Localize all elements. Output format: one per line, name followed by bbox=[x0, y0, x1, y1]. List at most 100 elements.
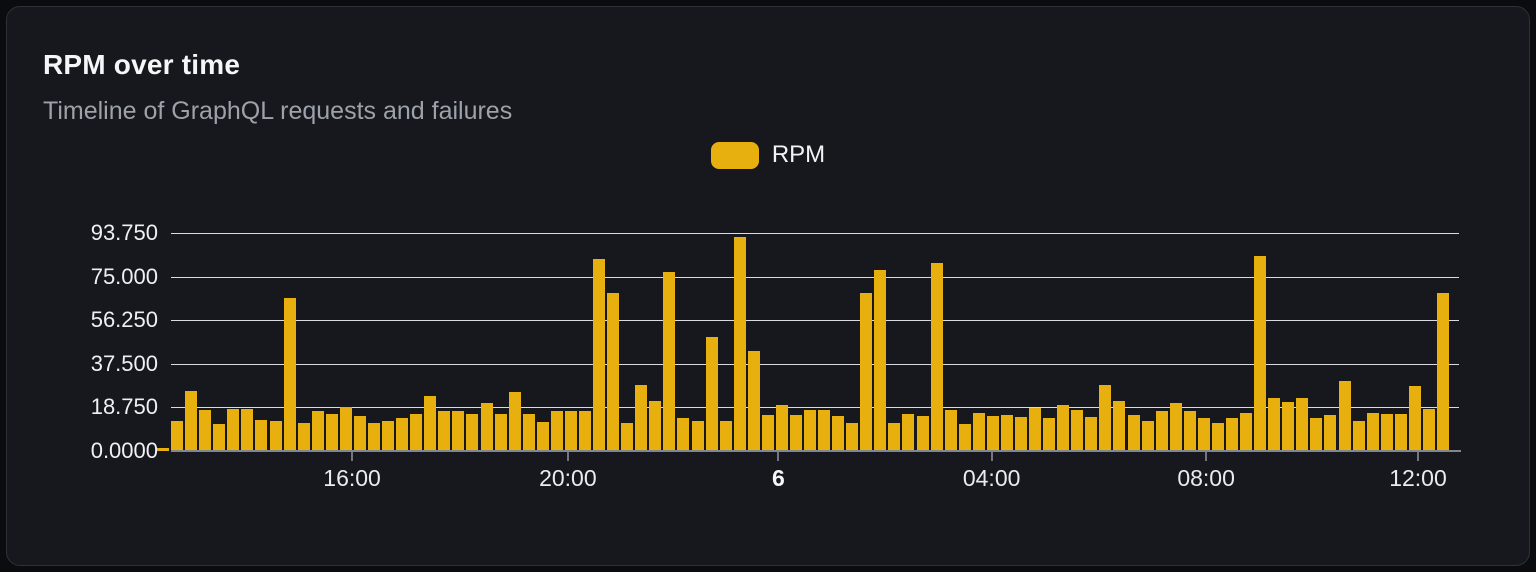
bar[interactable] bbox=[255, 419, 268, 451]
bar[interactable] bbox=[1057, 404, 1070, 451]
bar[interactable] bbox=[761, 414, 774, 451]
bar[interactable] bbox=[1099, 384, 1112, 451]
bar[interactable] bbox=[494, 413, 507, 451]
bar[interactable] bbox=[438, 411, 451, 451]
gridline bbox=[171, 233, 1459, 234]
bar[interactable] bbox=[466, 413, 479, 451]
bar[interactable] bbox=[747, 351, 760, 451]
bar[interactable] bbox=[550, 411, 563, 451]
bar[interactable] bbox=[1169, 403, 1182, 451]
bar[interactable] bbox=[916, 416, 929, 451]
bar[interactable] bbox=[157, 447, 169, 451]
bar[interactable] bbox=[1015, 417, 1028, 451]
bar[interactable] bbox=[649, 401, 662, 451]
bar[interactable] bbox=[213, 424, 226, 451]
bar[interactable] bbox=[367, 423, 380, 451]
bar[interactable] bbox=[1029, 407, 1042, 451]
bar[interactable] bbox=[1268, 397, 1281, 451]
bar[interactable] bbox=[621, 423, 634, 451]
bar[interactable] bbox=[227, 409, 240, 451]
bar[interactable] bbox=[930, 262, 943, 451]
bar[interactable] bbox=[789, 414, 802, 451]
bar[interactable] bbox=[1282, 402, 1295, 451]
bar[interactable] bbox=[480, 403, 493, 451]
bar[interactable] bbox=[1000, 414, 1013, 451]
bar[interactable] bbox=[325, 413, 338, 451]
bar[interactable] bbox=[1422, 409, 1435, 451]
bar[interactable] bbox=[311, 411, 324, 451]
x-axis-ticks: 16:00 20:00 6 04:00 08:00 12:00 bbox=[157, 452, 1449, 512]
bar[interactable] bbox=[1141, 420, 1154, 451]
legend-label-rpm[interactable]: RPM bbox=[771, 141, 826, 168]
bar[interactable] bbox=[888, 423, 901, 451]
bar[interactable] bbox=[1226, 418, 1238, 451]
bar[interactable] bbox=[171, 420, 184, 451]
bar[interactable] bbox=[804, 410, 817, 451]
bar[interactable] bbox=[1296, 397, 1309, 451]
bar[interactable] bbox=[944, 410, 957, 451]
bar[interactable] bbox=[1085, 417, 1098, 451]
bar[interactable] bbox=[1127, 414, 1140, 451]
bar[interactable] bbox=[1366, 412, 1379, 451]
legend-swatch-icon[interactable] bbox=[710, 141, 759, 169]
bar[interactable] bbox=[241, 409, 254, 451]
bar[interactable] bbox=[733, 237, 746, 451]
bar[interactable] bbox=[1240, 412, 1253, 451]
bar[interactable] bbox=[972, 412, 985, 451]
plot-area bbox=[171, 233, 1459, 451]
bar[interactable] bbox=[1310, 418, 1323, 451]
bar[interactable] bbox=[677, 418, 690, 451]
bar[interactable] bbox=[902, 413, 915, 451]
bar[interactable] bbox=[635, 384, 648, 451]
bar[interactable] bbox=[1408, 385, 1421, 451]
bar[interactable] bbox=[522, 413, 535, 451]
bar[interactable] bbox=[1437, 292, 1449, 451]
bar[interactable] bbox=[353, 416, 366, 451]
bar[interactable] bbox=[452, 411, 465, 451]
bar[interactable] bbox=[564, 411, 577, 451]
bar[interactable] bbox=[410, 413, 423, 451]
bar[interactable] bbox=[818, 410, 831, 451]
bar[interactable] bbox=[536, 421, 549, 451]
bar[interactable] bbox=[1338, 381, 1351, 451]
bar[interactable] bbox=[1324, 414, 1337, 451]
y-axis-label: 93.750 bbox=[90, 220, 158, 245]
bar[interactable] bbox=[691, 420, 704, 451]
bar[interactable] bbox=[578, 411, 591, 451]
bar[interactable] bbox=[663, 271, 676, 451]
bar[interactable] bbox=[593, 259, 606, 451]
bar[interactable] bbox=[874, 269, 887, 451]
bar[interactable] bbox=[1155, 411, 1168, 451]
bar[interactable] bbox=[339, 406, 352, 451]
bar[interactable] bbox=[1394, 413, 1407, 451]
x-axis-label: 20:00 bbox=[539, 465, 597, 491]
bar[interactable] bbox=[199, 410, 212, 451]
bar[interactable] bbox=[382, 420, 395, 451]
bar[interactable] bbox=[1380, 413, 1393, 451]
bar[interactable] bbox=[860, 292, 873, 451]
chart-title: RPM over time bbox=[43, 49, 241, 80]
bar[interactable] bbox=[1183, 411, 1196, 451]
bar[interactable] bbox=[1254, 255, 1267, 451]
bar[interactable] bbox=[297, 423, 310, 451]
bar[interactable] bbox=[1197, 418, 1210, 451]
bar[interactable] bbox=[1113, 401, 1126, 451]
bar[interactable] bbox=[846, 423, 859, 451]
bar[interactable] bbox=[607, 292, 620, 451]
bar[interactable] bbox=[775, 404, 788, 451]
bar[interactable] bbox=[1071, 410, 1084, 451]
bar[interactable] bbox=[705, 337, 718, 451]
bar[interactable] bbox=[958, 424, 971, 451]
bar[interactable] bbox=[1043, 418, 1056, 451]
bar[interactable] bbox=[283, 297, 296, 451]
bar[interactable] bbox=[719, 420, 732, 451]
bar[interactable] bbox=[424, 396, 437, 451]
bar[interactable] bbox=[1352, 420, 1365, 451]
bar[interactable] bbox=[508, 391, 521, 451]
bar[interactable] bbox=[185, 390, 198, 451]
bar[interactable] bbox=[396, 418, 409, 451]
bar[interactable] bbox=[1211, 423, 1224, 451]
bar[interactable] bbox=[269, 420, 282, 451]
bar[interactable] bbox=[832, 416, 845, 451]
bar[interactable] bbox=[986, 416, 999, 451]
